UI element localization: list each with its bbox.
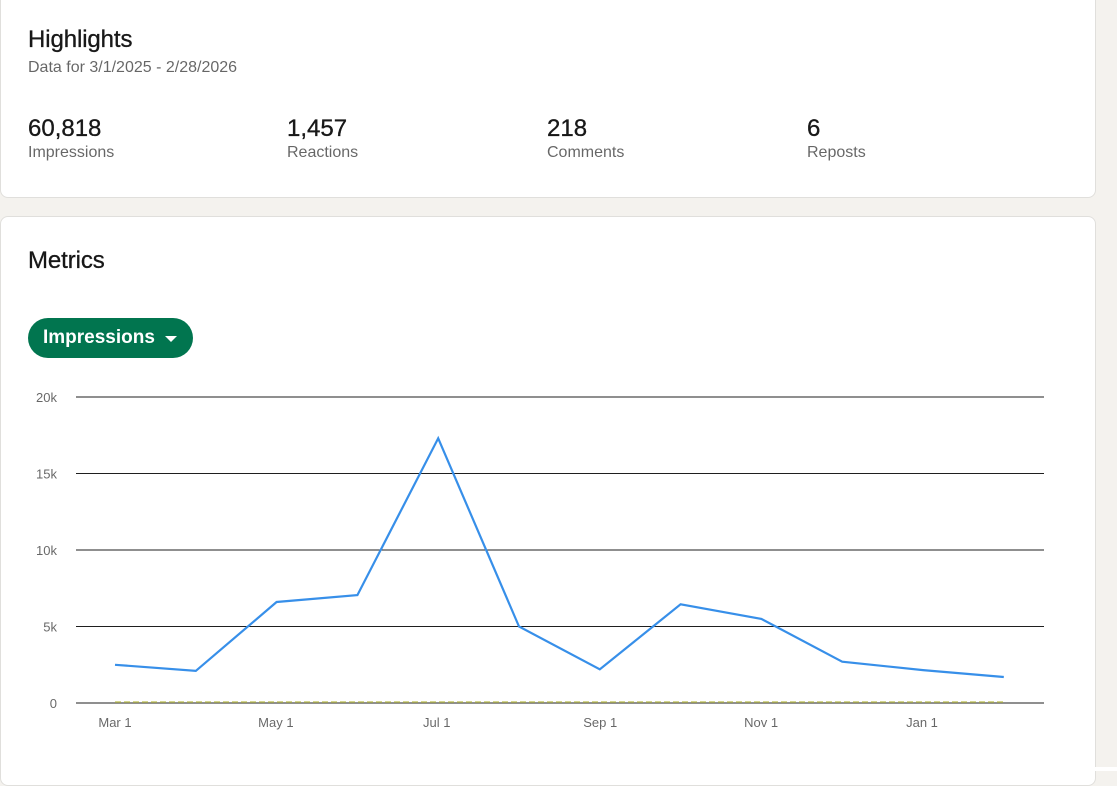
stat-value: 1,457 <box>287 115 348 142</box>
chart-series <box>114 435 1004 703</box>
y-tick-label: 0 <box>50 696 57 711</box>
metric-dropdown-label: Impressions <box>43 327 155 348</box>
stat-reposts[interactable]: 6 Reposts <box>807 115 1047 162</box>
stat-impressions[interactable]: 60,818 Impressions <box>28 115 268 162</box>
highlights-title: Highlights <box>28 26 133 53</box>
corner-overlay <box>977 767 1117 771</box>
x-tick-label: Jul 1 <box>423 715 450 730</box>
metrics-title: Metrics <box>28 247 105 274</box>
metrics-card: Metrics 0 5k 10k 15k 20k Mar 1 May 1 Jul 1 Sep … <box>0 216 1096 786</box>
x-tick-label: Jan 1 <box>906 715 938 730</box>
y-tick-label: 5k <box>43 620 57 635</box>
stat-reactions[interactable]: 1,457 Reactions <box>287 115 527 162</box>
x-tick-label: Nov 1 <box>744 715 778 730</box>
impressions-series-line <box>114 435 1004 679</box>
stat-value: 6 <box>807 115 821 142</box>
highlights-date-range: Data for 3/1/2025 - 2/28/2026 <box>28 59 238 76</box>
impressions-line-chart: 0 5k 10k 15k 20k Mar 1 May 1 Jul 1 Sep 1 Nov 1 Ja… <box>36 390 1044 730</box>
y-tick-label: 15k <box>36 467 57 482</box>
x-tick-label: Mar 1 <box>98 715 131 730</box>
stat-comments[interactable]: 218 Comments <box>547 115 787 162</box>
x-tick-label: Sep 1 <box>583 715 617 730</box>
stat-label: Impressions <box>28 144 115 161</box>
y-tick-label: 20k <box>36 390 57 405</box>
chart-gridlines <box>76 396 1044 704</box>
x-axis-labels: Mar 1 May 1 Jul 1 Sep 1 Nov 1 Jan 1 <box>98 715 938 730</box>
y-tick-label: 10k <box>36 543 57 558</box>
highlights-card: Highlights Data for 3/1/2025 - 2/28/2026… <box>0 0 1096 198</box>
y-axis-labels: 0 5k 10k 15k 20k <box>36 390 57 711</box>
stat-label: Reactions <box>287 144 359 161</box>
stat-label: Comments <box>547 144 625 161</box>
caret-down-icon <box>164 335 177 342</box>
x-tick-label: May 1 <box>258 715 293 730</box>
stat-label: Reposts <box>807 144 866 161</box>
stat-value: 60,818 <box>28 115 102 142</box>
metric-dropdown-button[interactable]: Impressions <box>28 318 193 358</box>
stat-value: 218 <box>547 115 588 142</box>
